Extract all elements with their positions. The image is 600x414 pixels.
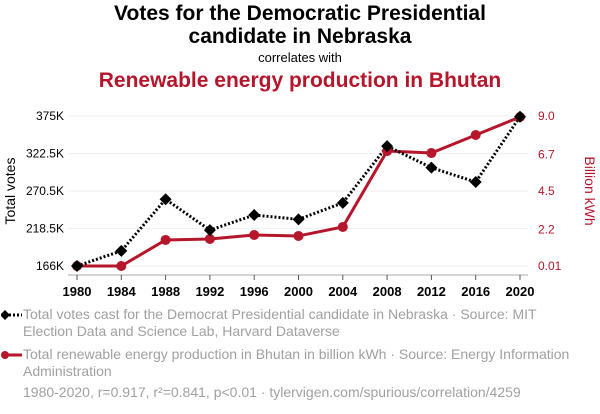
legend-text-votes: Total votes cast for the Democrat Presid…: [23, 306, 537, 339]
data-point-energy: [470, 130, 481, 141]
chart-connector-text: correlates with: [258, 50, 342, 65]
data-point-votes: [425, 161, 438, 174]
grid-lines: [68, 115, 528, 267]
chart-plot: 166K 218.5K 270.5K 322.5K 375K 0.01 2.2 4.5 6.7 9…: [2, 109, 598, 299]
x-tick-label: 2012: [417, 284, 446, 299]
data-point-votes: [336, 196, 349, 209]
legend-symbol-dotted-diamond-icon: [1, 310, 22, 320]
x-tick-label: 2016: [461, 284, 490, 299]
x-tick-label: 2020: [506, 284, 535, 299]
data-point-energy: [337, 221, 348, 232]
x-tick-label: 1980: [63, 284, 92, 299]
y-left-tick-label: 375K: [36, 109, 64, 123]
data-point-votes: [514, 110, 526, 123]
x-tick-label: 1992: [195, 284, 224, 299]
data-point-energy: [160, 234, 171, 245]
x-tick-label: 2008: [373, 284, 402, 299]
y-right-tick-label: 4.5: [538, 184, 555, 198]
y-left-tick-label: 218.5K: [26, 221, 64, 235]
data-point-votes: [469, 176, 482, 189]
x-tick-label: 2000: [284, 284, 313, 299]
data-point-energy: [249, 229, 260, 240]
data-point-votes: [115, 244, 128, 257]
x-tick-label: 1996: [240, 284, 269, 299]
legend-text-energy: Total renewable energy production in Bhu…: [23, 346, 570, 379]
data-point-energy: [426, 148, 437, 159]
data-point-votes: [292, 213, 305, 226]
data-point-energy: [204, 233, 215, 244]
x-tick-label: 2004: [328, 284, 358, 299]
data-point-energy: [293, 230, 304, 241]
footer-stats: 1980-2020, r=0.917, r²=0.841, p<0.01 · t…: [23, 384, 521, 400]
data-point-votes: [381, 140, 394, 153]
chart-subtitle: Renewable energy production in Bhutan: [98, 69, 502, 92]
y-right-tick-label: 6.7: [538, 147, 555, 161]
data-point-votes: [71, 260, 83, 272]
chart-title-line2: candidate in Nebraska: [188, 25, 412, 48]
y-right-tick-label: 9.0: [538, 109, 555, 123]
data-point-votes: [203, 224, 216, 237]
x-tick-label: 1988: [151, 284, 180, 299]
chart-title-line1: Votes for the Democratic Presidential: [114, 2, 486, 25]
series-line-energy: [77, 115, 521, 268]
y-axis-left-label: Total votes: [2, 158, 18, 225]
legend-symbol-line-circle-icon: [1, 351, 22, 359]
data-point-votes: [248, 209, 261, 222]
chart-title: Votes for the Democratic Presidential ca…: [0, 2, 600, 48]
x-tick-label: 1984: [107, 284, 137, 299]
y-left-tick-label: 322.5K: [26, 147, 64, 161]
y-right-tick-label: 2.2: [538, 222, 555, 236]
y-axis-right-label: Billion kWh: [582, 156, 598, 225]
axes: 166K 218.5K 270.5K 322.5K 375K 0.01 2.2 4.5 6.7 9…: [26, 109, 562, 299]
y-right-tick-label: 0.01: [538, 259, 562, 273]
data-point-votes: [159, 193, 172, 206]
y-left-tick-label: 270.5K: [26, 184, 64, 198]
y-left-tick-label: 166K: [36, 259, 64, 273]
data-point-energy: [116, 261, 127, 271]
series-markers: [71, 110, 526, 272]
